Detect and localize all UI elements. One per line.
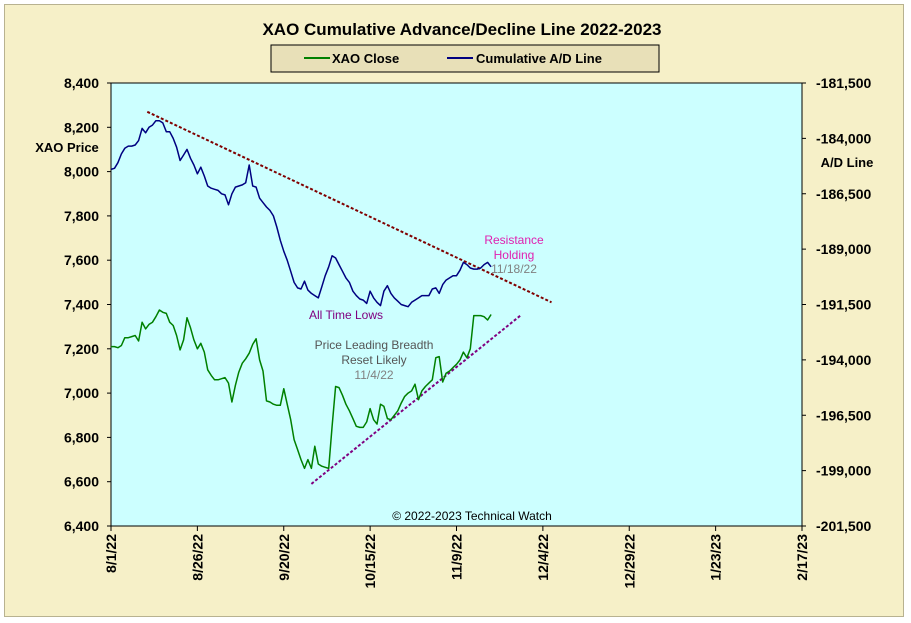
annotation-date-resistance: 11/18/22 xyxy=(491,262,537,276)
y-axis-label-left: XAO Price xyxy=(35,140,99,155)
legend-label-ad-line: Cumulative A/D Line xyxy=(476,51,602,66)
axis-ticks: 8,400 8,200 8,000 7,800 7,600 7,400 7,200 7,000… xyxy=(64,75,872,589)
series-line-xao-close xyxy=(111,309,492,470)
y-tick-left-label: 7,600 xyxy=(64,252,99,268)
annotation-all-time-lows: All Time Lows xyxy=(309,308,383,322)
x-tick-label: 9/20/22 xyxy=(276,534,292,581)
y-tick-left-label: 8,000 xyxy=(64,164,99,180)
y-tick-left-label: 7,400 xyxy=(64,297,99,313)
chart-title: XAO Cumulative Advance/Decline Line 2022… xyxy=(262,20,661,39)
y-tick-left-label: 6,400 xyxy=(64,518,99,534)
x-tick-label: 11/9/22 xyxy=(449,534,465,580)
annotation-date-reset: 11/4/22 xyxy=(354,368,393,382)
annotation-price-leading-breadth: Price Leading Breadth xyxy=(315,338,434,352)
series-line-cumulative-ad xyxy=(110,119,492,308)
y-tick-left-label: 7,000 xyxy=(64,385,99,401)
copyright-text: © 2022-2023 Technical Watch xyxy=(392,509,552,523)
annotation-reset-likely: Reset Likely xyxy=(341,353,406,367)
y-tick-left-label: 8,200 xyxy=(64,119,99,135)
y-tick-right-label: -191,500 xyxy=(816,297,871,313)
y-axis-label-right: A/D Line xyxy=(821,155,874,170)
legend-label-xao-close: XAO Close xyxy=(332,51,399,66)
y-tick-right-label: -199,000 xyxy=(816,463,871,479)
x-tick-label: 10/15/22 xyxy=(362,534,378,589)
y-tick-right-label: -184,000 xyxy=(816,130,871,146)
y-tick-right-label: -181,500 xyxy=(816,75,871,91)
y-tick-right-label: -194,000 xyxy=(816,352,871,368)
y-tick-right-label: -196,500 xyxy=(816,407,871,423)
x-tick-label: 8/26/22 xyxy=(189,534,205,581)
x-tick-label: 2/17/23 xyxy=(794,534,810,581)
plot-area xyxy=(110,82,803,527)
x-tick-label: 12/4/22 xyxy=(535,534,551,581)
series-lines xyxy=(110,119,492,470)
trendlines xyxy=(146,110,552,485)
y-tick-left-label: 7,200 xyxy=(64,341,99,357)
trendline-1 xyxy=(146,110,552,304)
y-tick-right-label: -189,000 xyxy=(816,241,871,257)
y-tick-left-label: 8,400 xyxy=(64,75,99,91)
x-tick-label: 8/1/22 xyxy=(103,534,119,573)
y-tick-right-label: -201,500 xyxy=(816,518,871,534)
y-tick-right-label: -186,500 xyxy=(816,186,871,202)
x-tick-label: 12/29/22 xyxy=(621,534,637,589)
annotation-resistance: Resistance xyxy=(484,233,544,247)
y-tick-left-label: 7,800 xyxy=(64,208,99,224)
annotation-holding: Holding xyxy=(494,248,535,262)
y-tick-left-label: 6,800 xyxy=(64,429,99,445)
x-tick-label: 1/23/23 xyxy=(708,534,724,581)
y-tick-left-label: 6,600 xyxy=(64,474,99,490)
